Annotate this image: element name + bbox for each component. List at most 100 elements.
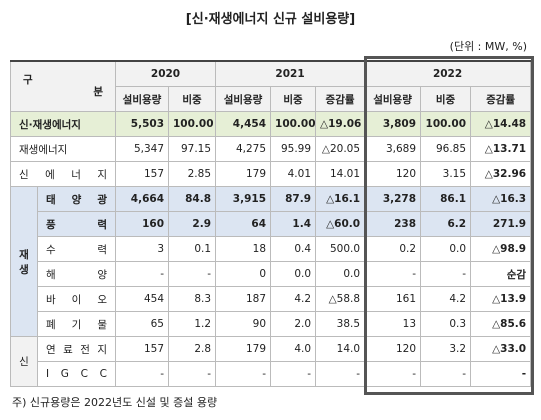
cell: △13.9	[470, 286, 532, 312]
cell: 2.9	[167, 211, 217, 237]
cell: 0.0	[270, 261, 317, 287]
column-header: 비중	[420, 86, 472, 112]
cell: △20.05	[315, 136, 366, 162]
column-header: 비중	[167, 86, 217, 112]
table-header: 구 분 2020 2021 2022 설비용량 비중 설비용량 비중 증감률 설비용량 비중…	[10, 60, 532, 112]
cell: -	[270, 361, 317, 387]
cell: 500.0	[315, 236, 366, 262]
cell: 4,664	[115, 186, 169, 212]
row-label: 수 력	[37, 236, 116, 262]
cell: 순감	[470, 261, 532, 287]
cell: 100.00	[270, 111, 317, 137]
cell: 65	[115, 311, 169, 337]
cell: 2.8	[167, 336, 217, 362]
corner-left: 구	[23, 74, 33, 86]
cell: 13	[364, 311, 422, 337]
row: 풍 력 160 2.9 64 1.4 △60.0 238 6.2 271.9	[11, 211, 532, 237]
cell: 4.0	[270, 336, 317, 362]
cell: 96.85	[420, 136, 472, 162]
cell: 4.2	[420, 286, 472, 312]
cell: 5,503	[115, 111, 169, 137]
cell: 3.2	[420, 336, 472, 362]
cell: 64	[215, 211, 272, 237]
row-label: 연 료 전 지	[37, 336, 116, 362]
cell: 187	[215, 286, 272, 312]
table: 구 분 2020 2021 2022 설비용량 비중 설비용량 비중 증감률 설비용량 비중…	[10, 60, 532, 387]
cell: △58.8	[315, 286, 366, 312]
cell: △60.0	[315, 211, 366, 237]
cell: 238	[364, 211, 422, 237]
unit: (단위 : MW, %)	[449, 40, 527, 53]
year: 2022	[364, 60, 532, 87]
cell: 0.4	[270, 236, 317, 262]
cell: -	[420, 361, 472, 387]
cell: -	[315, 361, 366, 387]
row: 폐 기 물 65 1.2 90 2.0 38.5 13 0.3 △85.6	[11, 311, 532, 337]
cell: 1.2	[167, 311, 217, 337]
cell: 179	[215, 336, 272, 362]
cell: 3,278	[364, 186, 422, 212]
cell: 157	[115, 336, 169, 362]
cell: 4,275	[215, 136, 272, 162]
cell: △13.71	[470, 136, 532, 162]
cell: 38.5	[315, 311, 366, 337]
cell: 4.01	[270, 161, 317, 187]
cell: 84.8	[167, 186, 217, 212]
cell: -	[420, 261, 472, 287]
cell: △32.96	[470, 161, 532, 187]
row-label: 해 양	[37, 261, 116, 287]
cell: 0.1	[167, 236, 217, 262]
cell: 90	[215, 311, 272, 337]
cell: 3,689	[364, 136, 422, 162]
row: I G C C--------	[11, 361, 532, 387]
cell: 271.9	[470, 211, 532, 237]
corner: 구 분	[10, 60, 116, 112]
cell: 87.9	[270, 186, 317, 212]
cell: △16.3	[470, 186, 532, 212]
cell: △33.0	[470, 336, 532, 362]
row: 신·재생에너지 5,503 100.00 4,454 100.00 △19.06 3,809…	[10, 111, 532, 137]
year: 2021	[215, 60, 366, 87]
cell: 3.15	[420, 161, 472, 187]
column-header: 증감률	[470, 86, 532, 112]
cell: 3,915	[215, 186, 272, 212]
column-header: 설비용량	[364, 86, 422, 112]
cell: 14.01	[315, 161, 366, 187]
row-label: 신·재생에너지	[10, 111, 116, 137]
cell: 14.0	[315, 336, 366, 362]
footnote: 주) 신규용량은 2022년도 신설 및 증설 용량	[12, 396, 218, 409]
column-header: 설비용량	[115, 86, 169, 112]
year: 2020	[114, 60, 217, 87]
cell: 4.2	[270, 286, 317, 312]
cell: -	[215, 361, 272, 387]
cell: 454	[115, 286, 169, 312]
cell: 1.4	[270, 211, 317, 237]
table-body: 신·재생에너지 5,503 100.00 4,454 100.00 △19.06 3,809…	[10, 111, 532, 387]
cell: △98.9	[470, 236, 532, 262]
cell: 95.99	[270, 136, 317, 162]
row: 수 력 3 0.1 18 0.4 500.0 0.2 0.0 △98.9	[11, 236, 532, 262]
cell: 160	[115, 211, 169, 237]
column-header: 비중	[270, 86, 317, 112]
cell: 2.0	[270, 311, 317, 337]
cell: 6.2	[420, 211, 472, 237]
row: 해 양 - -0 0.0 0.0- - 순감	[11, 261, 532, 287]
cell: -	[167, 261, 217, 287]
cell: 18	[215, 236, 272, 262]
cell: 120	[364, 336, 422, 362]
cell: 86.1	[420, 186, 472, 212]
cell: 120	[364, 161, 422, 187]
row-label: I G C C	[37, 361, 116, 387]
cell: 3	[115, 236, 169, 262]
cell: 8.3	[167, 286, 217, 312]
row-label: 재생에너지	[10, 136, 116, 162]
row: 재생에너지 5,347 97.15 4,275 95.99 △20.05 3,689 96.8…	[10, 136, 532, 162]
row: 신 에 너 지 157 2.85 179 4.01 14.01 120 3.15 △32.96	[10, 161, 532, 187]
cell: 0.0	[315, 261, 366, 287]
cell: 179	[215, 161, 272, 187]
cell: 100.00	[420, 111, 472, 137]
cell: 3,809	[364, 111, 422, 137]
cell: -	[364, 261, 422, 287]
group-label: 재생	[10, 186, 38, 337]
